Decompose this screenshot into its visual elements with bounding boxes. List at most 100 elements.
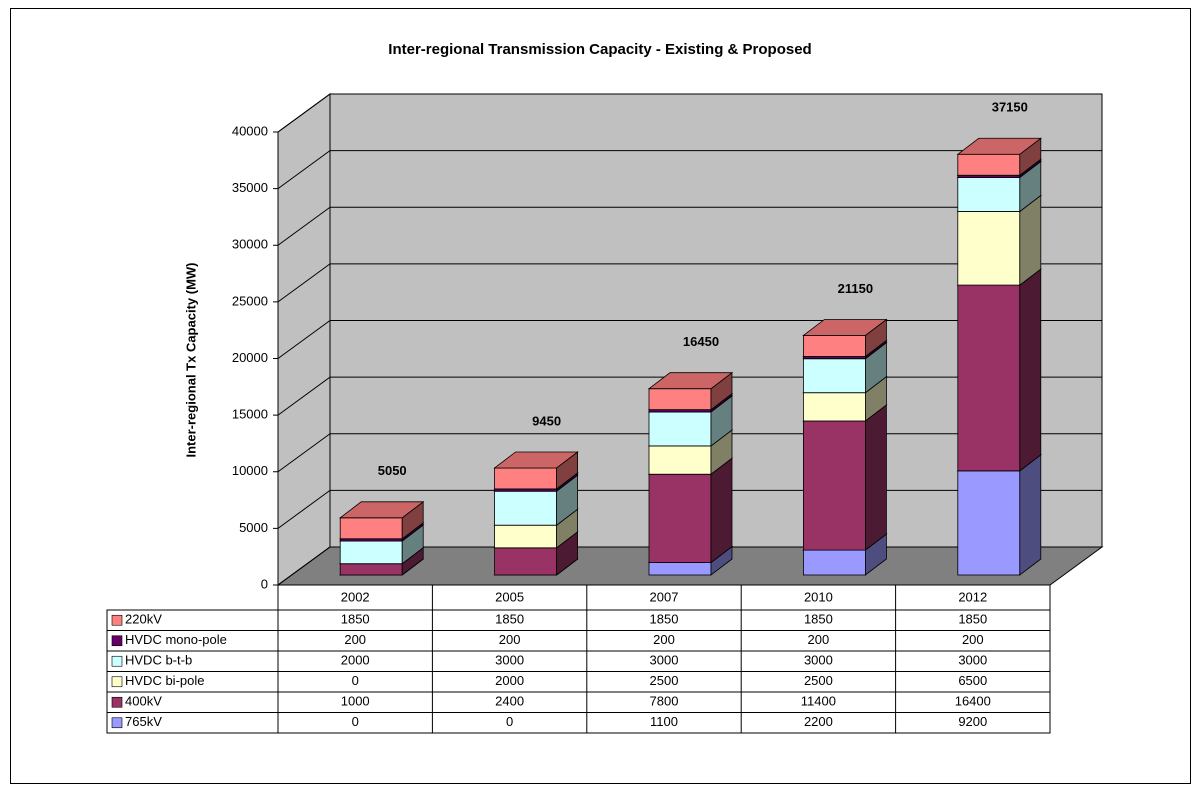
grid-line	[277, 376, 331, 416]
legend-label: HVDC bi-pole	[125, 673, 204, 688]
y-tick-label: 30000	[232, 237, 268, 252]
table-cell: 16400	[955, 694, 991, 709]
table-cell: 7800	[650, 694, 679, 709]
grid-line	[277, 206, 331, 246]
bar-top	[802, 319, 888, 336]
bar-segment	[648, 411, 712, 447]
table-cell: 3000	[958, 653, 987, 668]
table-cell: 2200	[804, 714, 833, 729]
bar-segment	[803, 335, 866, 357]
total-label: 5050	[378, 463, 407, 478]
bar-segment	[957, 153, 1021, 176]
total-label: 9450	[532, 413, 561, 428]
x-tick-label: 2002	[341, 589, 370, 604]
bar-top	[956, 137, 1042, 155]
table-cell: 3000	[804, 653, 833, 668]
chart-title: Inter-regional Transmission Capacity - E…	[388, 41, 811, 58]
legend-swatch	[111, 635, 123, 647]
table-cell: 9200	[958, 714, 987, 729]
bar-segment	[339, 517, 403, 540]
table-cell: 3000	[650, 653, 679, 668]
table-cell: 11400	[801, 694, 836, 709]
total-label: 37150	[992, 100, 1028, 115]
y-tick-label: 20000	[232, 350, 268, 365]
x-tick-label: 2005	[495, 589, 524, 604]
table-cell: 2000	[495, 673, 524, 688]
table-cell: 200	[499, 632, 521, 647]
y-tick-label: 10000	[232, 463, 268, 478]
legend-swatch	[111, 655, 123, 667]
table-cell: 1000	[341, 694, 370, 709]
grid-line	[277, 320, 331, 359]
bar-segment	[803, 549, 866, 576]
bar-segment	[494, 467, 558, 490]
table-cell: 200	[808, 632, 830, 647]
grid-line	[277, 150, 331, 190]
legend-label: 220kV	[125, 612, 162, 627]
bar-segment	[339, 563, 403, 576]
table-cell: 2400	[495, 694, 524, 709]
grid-line	[277, 263, 331, 303]
grid-line	[277, 93, 331, 133]
table-cell: 1100	[650, 714, 678, 729]
y-tick-label: 5000	[239, 520, 268, 535]
bar-segment	[803, 392, 866, 422]
y-tick-label: 40000	[232, 123, 268, 138]
legend-label: HVDC b-t-b	[125, 653, 192, 668]
bar-segment	[957, 470, 1021, 576]
bar-segment	[648, 388, 712, 411]
bar-segment	[648, 473, 712, 563]
legend-swatch	[111, 717, 123, 729]
x-tick-label: 2012	[958, 589, 987, 604]
y-axis-label: Inter-regional Tx Capacity (MW)	[183, 262, 198, 457]
table-cell: 1850	[495, 612, 524, 627]
grid-line	[277, 489, 331, 529]
bar-segment	[957, 211, 1021, 286]
grid-line	[277, 546, 331, 586]
table-cell: 1850	[804, 612, 833, 627]
legend-swatch	[111, 676, 123, 688]
legend-swatch	[111, 614, 123, 626]
legend-label: 400kV	[125, 694, 162, 709]
legend-label: 765kV	[125, 714, 162, 729]
table-cell: 0	[352, 714, 359, 729]
table-cell: 3000	[495, 653, 524, 668]
y-tick-label: 35000	[232, 180, 268, 195]
x-tick-label: 2007	[650, 589, 679, 604]
table-cell: 2500	[650, 673, 679, 688]
bar-segment	[957, 284, 1021, 472]
bar-segment	[494, 547, 558, 576]
bar-side	[865, 404, 887, 551]
grid-line	[277, 433, 331, 473]
table-cell: 200	[962, 632, 984, 647]
table-cell: 0	[506, 714, 513, 729]
bar-segment	[648, 445, 712, 475]
bar-side	[710, 457, 733, 564]
y-tick-label: 15000	[232, 407, 268, 422]
bar-segment	[648, 562, 712, 576]
table-cell: 2000	[341, 653, 370, 668]
x-tick-label: 2010	[804, 589, 833, 604]
legend-label: HVDC mono-pole	[125, 632, 227, 647]
bar-segment	[339, 540, 403, 565]
bar-side	[1019, 268, 1042, 472]
bar-segment	[494, 524, 558, 549]
bar-top	[339, 501, 425, 519]
bar-segment	[803, 420, 866, 551]
bar-segment	[494, 490, 558, 526]
bar-side	[1019, 454, 1042, 576]
table-cell: 200	[653, 632, 675, 647]
bar-segment	[957, 177, 1021, 212]
table-cell: 200	[344, 632, 366, 647]
total-label: 16450	[683, 334, 719, 349]
y-tick-label: 25000	[232, 293, 268, 308]
bar-top	[493, 451, 579, 469]
table-cell: 1850	[958, 612, 987, 627]
table-cell: 1850	[341, 612, 370, 627]
table-cell: 1850	[650, 612, 679, 627]
table-cell: 6500	[958, 673, 987, 688]
table-cell: 0	[352, 673, 359, 688]
legend-swatch	[111, 696, 123, 708]
total-label: 21150	[838, 281, 873, 296]
